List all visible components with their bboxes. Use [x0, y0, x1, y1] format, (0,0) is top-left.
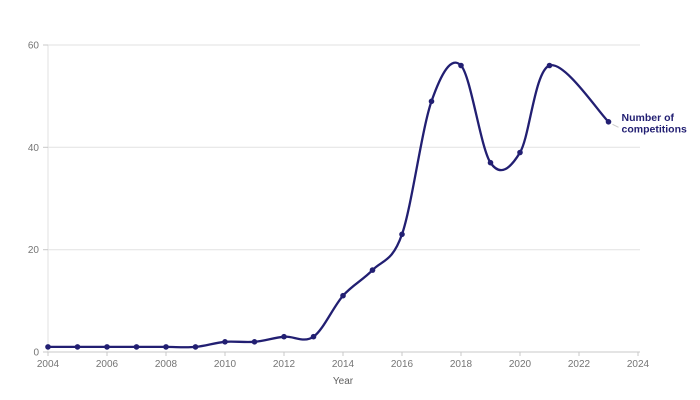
series-layer	[45, 61, 619, 350]
data-point-marker[interactable]	[487, 159, 494, 166]
y-tick-label: 0	[33, 348, 39, 359]
data-point-marker[interactable]	[369, 267, 376, 273]
data-point-marker[interactable]	[163, 344, 169, 350]
y-tick-label: 40	[28, 143, 40, 154]
x-tick-label: 2008	[155, 359, 178, 370]
y-tick-label: 20	[28, 245, 40, 256]
x-tick-label: 2022	[568, 359, 591, 370]
series-line	[46, 61, 610, 349]
data-point-marker[interactable]	[281, 333, 287, 340]
data-point-marker[interactable]	[340, 292, 346, 299]
x-tick-label: 2020	[509, 359, 532, 370]
data-point-marker[interactable]	[74, 344, 81, 350]
x-tick-label: 2014	[332, 359, 355, 370]
data-point-marker[interactable]	[104, 344, 110, 350]
data-point-marker[interactable]	[133, 344, 140, 350]
data-point-marker[interactable]	[517, 149, 523, 156]
data-point-marker[interactable]	[458, 62, 464, 69]
data-point-marker[interactable]	[546, 62, 553, 69]
data-point-marker[interactable]	[605, 119, 612, 125]
x-tick-label: 2006	[96, 359, 119, 370]
data-point-marker[interactable]	[192, 344, 199, 350]
grid-layer	[47, 44, 640, 353]
axis-layer: 0 20 40 60 2004 2006 2008 2010 2012 2014 2016 2018 2…	[28, 41, 650, 371]
x-tick-label: 2012	[273, 359, 296, 370]
data-point-marker[interactable]	[399, 231, 405, 238]
x-tick-label: 2004	[37, 359, 60, 370]
x-tick-label: 2010	[214, 359, 237, 370]
x-tick-label: 2016	[391, 359, 414, 370]
data-point-marker[interactable]	[45, 344, 51, 350]
series-label-line1: Number of	[622, 112, 675, 124]
data-point-marker[interactable]	[251, 339, 258, 345]
annotation-leader-line	[612, 123, 619, 128]
x-axis-title: Year	[333, 376, 354, 387]
x-tick-label: 2024	[627, 359, 650, 370]
data-point-marker[interactable]	[310, 333, 317, 340]
x-tick-label: 2018	[450, 359, 473, 370]
data-point-marker[interactable]	[222, 339, 228, 345]
series-label-line2: competitions	[622, 123, 687, 135]
data-point-marker[interactable]	[428, 98, 435, 105]
y-tick-label: 60	[28, 41, 40, 52]
